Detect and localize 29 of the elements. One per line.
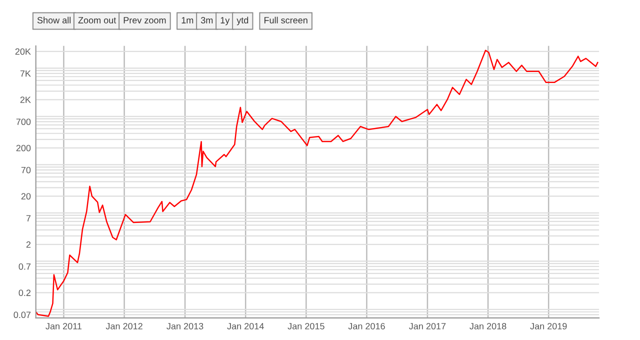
text: 1m (182, 17, 194, 24)
y-tick-label: 0.07 (14, 312, 31, 318)
text: Zoom out (78, 17, 116, 24)
x-tick-label: Jan 2016 (348, 323, 385, 330)
text: Full screen (264, 16, 308, 24)
x-tick-label: Jan 2019 (530, 323, 567, 330)
x-tick-label: Jan 2018 (470, 323, 506, 330)
y-tick-label: 7K (20, 70, 31, 77)
y-tick-label: 2 (26, 241, 31, 248)
text: Show all (37, 16, 71, 24)
y-tick-label: 20 (21, 193, 31, 200)
x-tick-label: Jan 2017 (409, 323, 446, 330)
y-tick-label: 0.7 (18, 263, 31, 270)
x-tick-label: Jan 2015 (288, 323, 324, 330)
text: 3m (200, 17, 213, 24)
x-tick-label: Jan 2014 (227, 323, 264, 330)
y-tick-label: 0.2 (18, 290, 31, 296)
y-tick-label: 200 (16, 144, 31, 152)
x-tick-label: Jan 2012 (106, 323, 142, 330)
x-tick-label: Jan 2013 (166, 323, 204, 330)
y-tick-label: 700 (16, 118, 31, 126)
y-tick-label: 20K (15, 48, 31, 55)
text: 1y (220, 17, 230, 26)
y-tick-label: 7 (26, 215, 31, 222)
y-tick-label: 70 (21, 166, 31, 174)
y-tick-label: 2K (20, 96, 31, 103)
x-tick-label: Jan 2011 (46, 323, 82, 330)
text: ytd (236, 16, 248, 26)
text: Prev zoom (124, 17, 166, 24)
